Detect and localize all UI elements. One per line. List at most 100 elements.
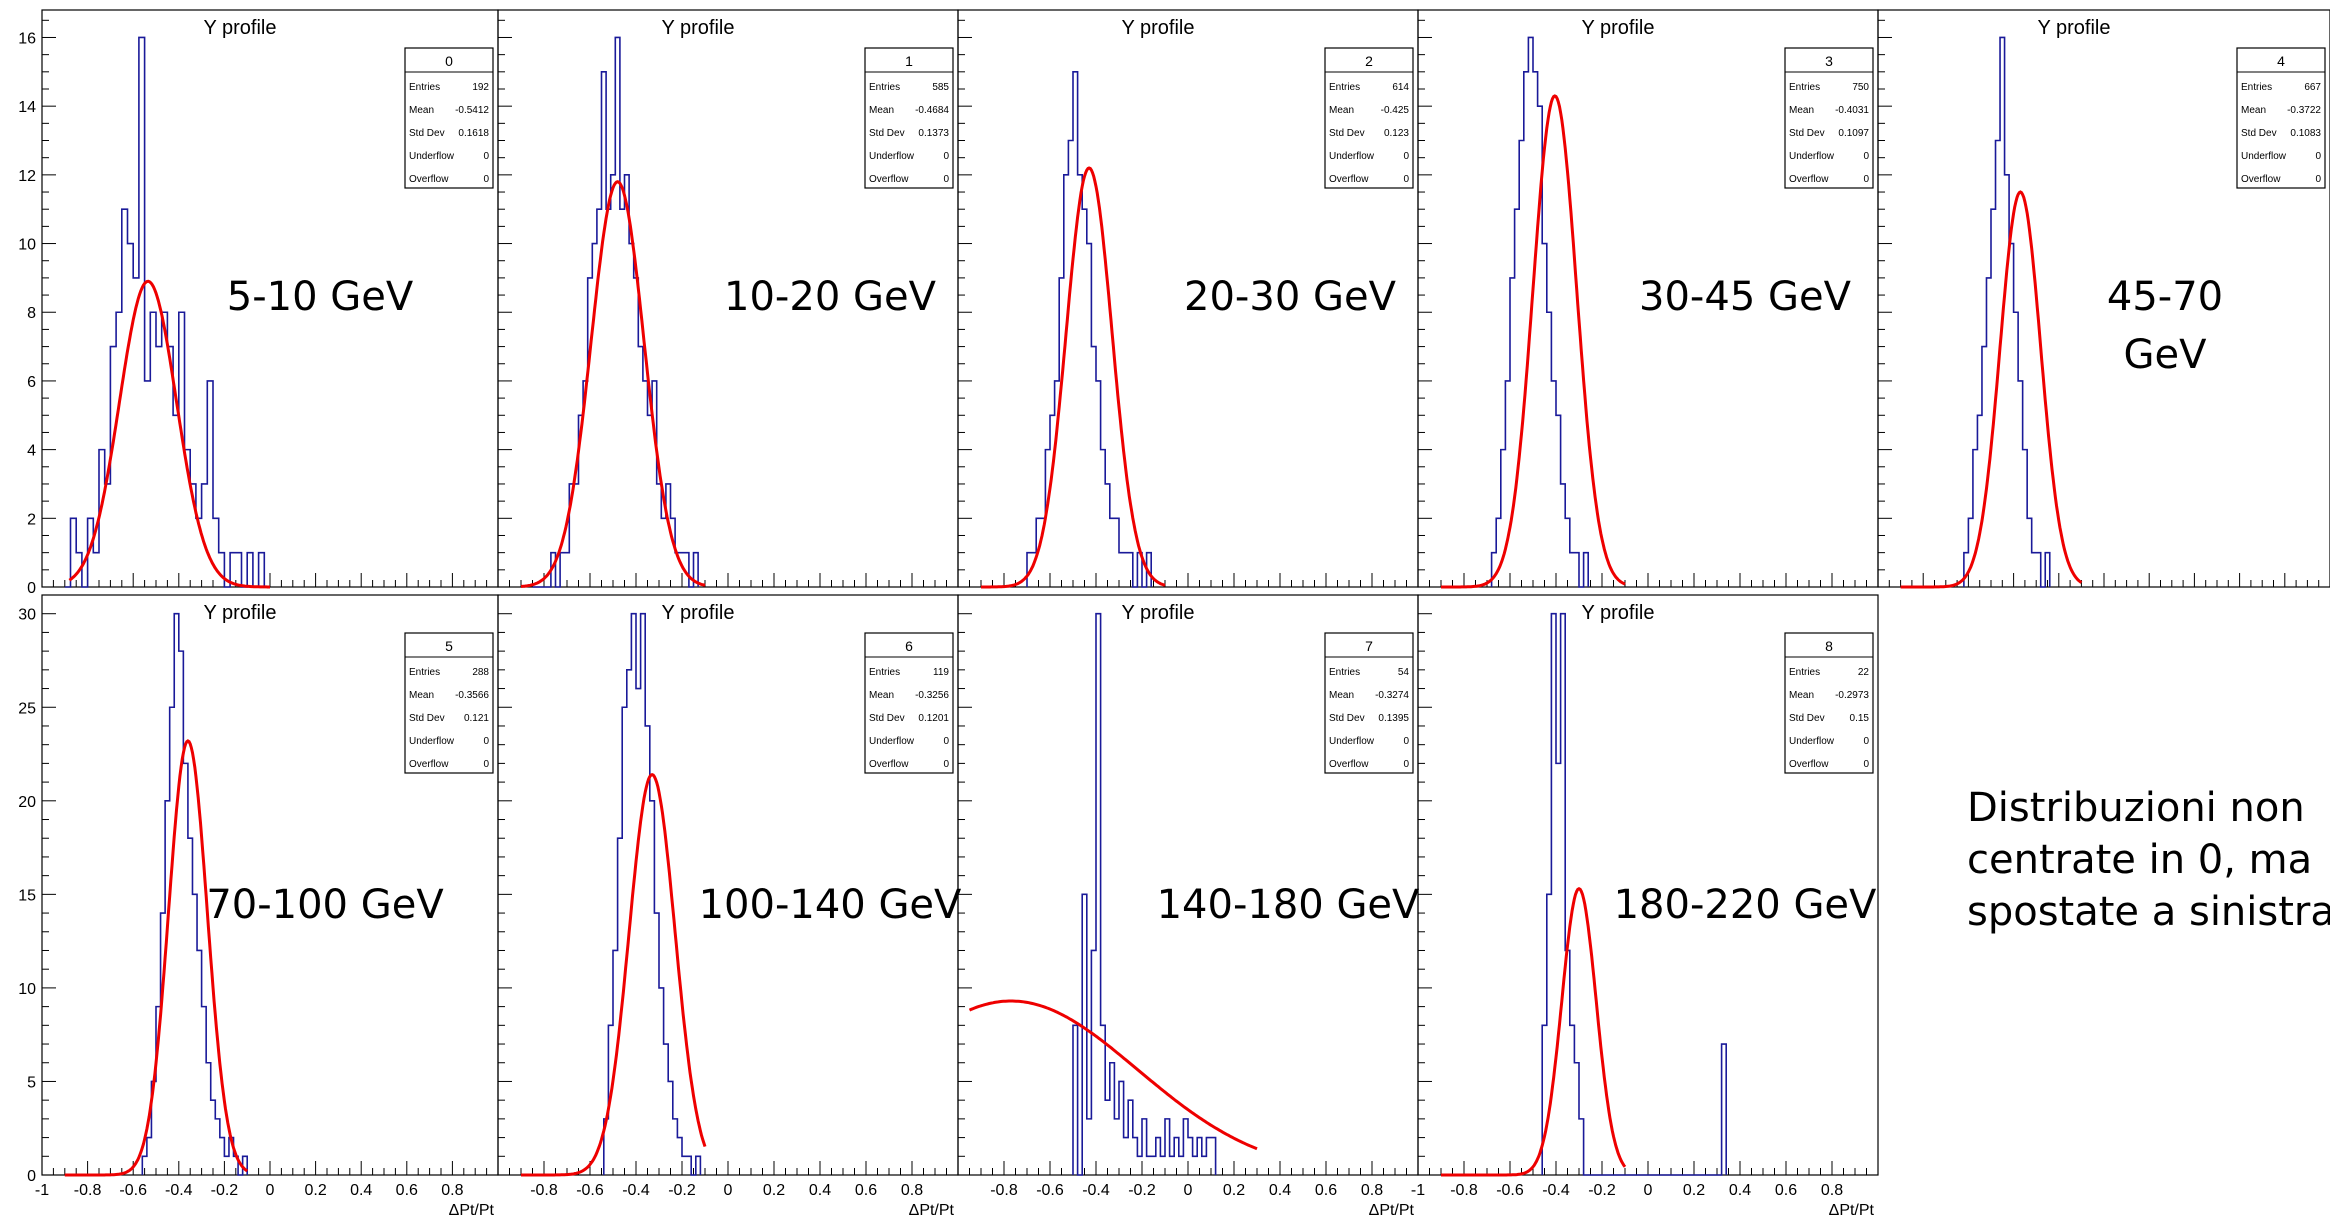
x-axis-label: ΔPt/Pt: [1369, 1202, 1415, 1218]
stats-key: Underflow: [869, 736, 915, 747]
energy-range-label: 140-180 GeV: [1157, 882, 1420, 928]
stats-key: Underflow: [2241, 151, 2287, 162]
x-tick-label: -0.4: [165, 1182, 193, 1199]
energy-range-label: GeV: [2124, 332, 2208, 378]
stats-key: Mean: [1329, 690, 1354, 701]
y-tick-label: 6: [27, 374, 36, 391]
x-tick-label: -0.2: [668, 1182, 696, 1199]
stats-key: Overflow: [1329, 759, 1369, 770]
stats-value: 0: [1863, 736, 1869, 747]
stats-value: -0.5412: [455, 105, 489, 116]
energy-range-label: 100-140 GeV: [699, 882, 962, 928]
x-tick-label: -0.6: [1496, 1182, 1524, 1199]
gaussian-fit-line: [1441, 94, 1626, 589]
histogram-bars: [64, 36, 266, 588]
stats-value: 0: [1863, 759, 1869, 770]
x-tick-label: -0.8: [990, 1182, 1018, 1199]
stats-value: 0: [1863, 174, 1869, 185]
energy-range-label: 180-220 GeV: [1614, 882, 1877, 928]
stats-name: 0: [445, 53, 453, 69]
y-tick-label: 0: [27, 1168, 36, 1185]
histogram-panel-1: Y profile 1 Entries 585 Mean -0.4684 Std Dev 0.…: [497, 9, 959, 588]
stats-value: 0: [943, 174, 949, 185]
y-tick-label: 30: [18, 607, 36, 624]
stats-value: -0.3722: [2287, 105, 2321, 116]
gaussian-fit-line: [968, 999, 1258, 1151]
stats-name: 1: [905, 53, 913, 69]
stats-key: Std Dev: [1329, 128, 1365, 139]
y-tick-label: 20: [18, 794, 36, 811]
y-tick-label: 25: [18, 700, 36, 717]
energy-range-label: 10-20 GeV: [724, 274, 937, 320]
stats-value: 0.1395: [1378, 713, 1409, 724]
panel-title: Y profile: [1581, 17, 1654, 39]
x-tick-label: 0.8: [1821, 1182, 1843, 1199]
histogram-panel-2: Y profile 2 Entries 614 Mean -0.425 Std Dev 0.1…: [957, 9, 1419, 589]
x-tick-label: -0.4: [1542, 1182, 1570, 1199]
panel-title: Y profile: [203, 17, 276, 39]
x-tick-label: -1: [1411, 1182, 1425, 1199]
stats-key: Entries: [1329, 667, 1360, 678]
gaussian-fit-line: [520, 180, 706, 588]
y-tick-label: 2: [27, 511, 36, 528]
stats-key: Entries: [409, 667, 440, 678]
stats-value: -0.3566: [455, 690, 489, 701]
histogram-panel-7: Y profile 7 Entries 54 Mean -0.3274 Std Dev 0.1…: [957, 594, 1420, 1218]
stats-value: -0.2973: [1835, 690, 1869, 701]
stats-box: [404, 47, 494, 189]
stats-value: 0: [1403, 174, 1409, 185]
stats-value: 0: [2315, 151, 2321, 162]
stats-value: 0: [1863, 151, 1869, 162]
note-line: centrate in 0, ma: [1967, 837, 2313, 883]
energy-range-label: 30-45 GeV: [1639, 274, 1852, 320]
stats-value: 0: [1403, 736, 1409, 747]
gaussian-fit-line: [521, 772, 707, 1177]
stats-key: Underflow: [409, 151, 455, 162]
x-tick-label: 0.4: [809, 1182, 831, 1199]
stats-key: Entries: [869, 667, 900, 678]
x-tick-label: 0.4: [1269, 1182, 1291, 1199]
x-tick-label: -0.2: [1588, 1182, 1616, 1199]
x-tick-label: -0.6: [119, 1182, 147, 1199]
stats-value: 0: [483, 759, 489, 770]
stats-value: 0.1201: [918, 713, 949, 724]
panel-title: Y profile: [203, 602, 276, 624]
y-tick-label: 15: [18, 887, 36, 904]
stats-value: 0: [943, 151, 949, 162]
x-tick-label: 0.8: [1361, 1182, 1383, 1199]
stats-value: 0: [483, 174, 489, 185]
x-tick-label: -0.2: [1128, 1182, 1156, 1199]
stats-key: Std Dev: [409, 128, 445, 139]
energy-range-label: 70-100 GeV: [206, 882, 444, 928]
y-tick-label: 0: [27, 580, 36, 597]
histogram-panel-4: Y profile 4 Entries 667 Mean -0.3722 Std Dev 0.…: [1877, 9, 2330, 589]
x-tick-label: 0.2: [1223, 1182, 1245, 1199]
stats-value: -0.4031: [1835, 105, 1869, 116]
stats-value: 0: [483, 736, 489, 747]
stats-key: Entries: [869, 82, 900, 93]
stats-key: Entries: [1789, 667, 1820, 678]
x-tick-label: -0.2: [211, 1182, 239, 1199]
stats-box: [1784, 632, 1874, 774]
x-axis-label: ΔPt/Pt: [1829, 1202, 1875, 1218]
stats-value: 0: [943, 759, 949, 770]
gaussian-fit-line: [1441, 886, 1627, 1177]
stats-key: Underflow: [869, 151, 915, 162]
x-tick-label: -0.6: [1036, 1182, 1064, 1199]
stats-value: 0: [2315, 174, 2321, 185]
y-tick-label: 12: [18, 168, 36, 185]
stats-key: Overflow: [2241, 174, 2281, 185]
stats-box: [864, 47, 954, 189]
stats-value: 585: [932, 82, 949, 93]
stats-key: Mean: [409, 690, 434, 701]
stats-value: 0: [1403, 151, 1409, 162]
stats-key: Std Dev: [1789, 128, 1825, 139]
stats-value: 750: [1852, 82, 1869, 93]
stats-name: 4: [2277, 53, 2285, 69]
stats-key: Underflow: [409, 736, 455, 747]
stats-key: Std Dev: [2241, 128, 2277, 139]
stats-key: Overflow: [409, 759, 449, 770]
stats-value: 0.1373: [918, 128, 949, 139]
histogram-bars: [1072, 612, 1217, 1176]
